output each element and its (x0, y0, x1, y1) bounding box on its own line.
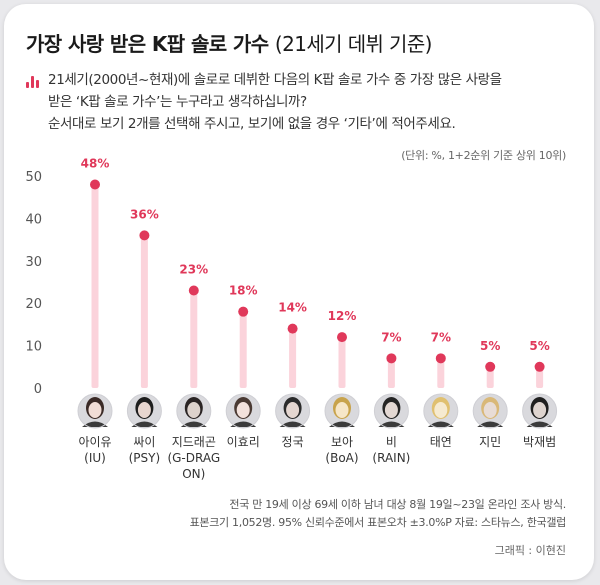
data-point (90, 179, 100, 190)
bar-stem (190, 290, 198, 388)
data-label: 48% (81, 156, 110, 170)
data-point (534, 361, 545, 372)
avatar-ring (77, 393, 113, 429)
category-label: (G-DRAG (167, 451, 220, 465)
footer-line: 전국 만 19세 이상 69세 이하 남녀 대상 8월 19일~23일 온라인 … (229, 498, 566, 511)
footer-line: 표본크기 1,052명. 95% 신뢰수준에서 표본오차 ±3.0%P 자료: … (189, 516, 567, 529)
avatar-ring (472, 393, 508, 429)
category-label: 정국 (282, 435, 304, 449)
data-label: 7% (381, 330, 401, 344)
avatar-face (335, 402, 349, 418)
data-label: 5% (529, 339, 549, 353)
category-label: (PSY) (129, 451, 161, 465)
avatar-ring (126, 393, 162, 429)
avatar-shoulders (279, 421, 306, 427)
category-label: (RAIN) (372, 451, 410, 465)
avatar-face (384, 402, 398, 418)
avatar-face (137, 402, 151, 418)
avatar-ring (522, 393, 558, 429)
avatar-shoulders (378, 421, 405, 427)
category-label: 이효리 (227, 435, 260, 449)
category-label: 지민 (479, 435, 501, 449)
avatar-shoulders (329, 421, 355, 427)
data-point (139, 230, 150, 241)
data-point (337, 332, 347, 343)
chart-title: 가장 사랑 받은 K팝 솔로 가수 (21세기 데뷔 기준) (26, 28, 432, 57)
category-label: (IU) (84, 451, 106, 465)
data-label: 36% (130, 207, 159, 221)
avatar-face (286, 402, 300, 418)
survey-question-line: 21세기(2000년~현재)에 솔로로 데뷔한 다음의 K팝 솔로 가수 중 가… (48, 72, 502, 88)
bar-stem (486, 366, 494, 388)
unit-note: (단위: %, 1+2순위 기준 상위 10위) (401, 149, 566, 162)
category-label: (BoA) (325, 451, 358, 465)
data-label: 5% (480, 339, 500, 353)
category-label: 지드래곤 (172, 435, 216, 449)
avatar-face (236, 402, 250, 418)
bar-chart-icon (26, 76, 40, 88)
data-label: 7% (431, 330, 451, 344)
avatar-face (533, 402, 547, 418)
avatar-ring (225, 393, 261, 429)
category-label: 비 (386, 435, 397, 449)
data-label: 14% (278, 301, 307, 315)
y-tick-label: 50 (25, 170, 42, 185)
avatar-ring (324, 393, 360, 429)
category-label: 박재범 (523, 435, 556, 449)
y-tick-label: 20 (25, 297, 42, 312)
bar-stem (289, 328, 297, 388)
chart-title-sub: (21세기 데뷔 기준) (274, 32, 433, 56)
avatar-shoulders (427, 421, 454, 427)
category-label: 태연 (430, 435, 452, 449)
graphic-credit: 그래픽 : 이현진 (494, 544, 566, 557)
survey-question: 21세기(2000년~현재)에 솔로로 데뷔한 다음의 K팝 솔로 가수 중 가… (48, 69, 578, 135)
data-point (435, 353, 446, 364)
bar-stem (239, 311, 247, 388)
data-point (287, 323, 298, 334)
avatar-ring (275, 393, 311, 429)
avatar-face (187, 402, 201, 418)
avatar-face (483, 402, 497, 418)
bar-stem (387, 358, 395, 388)
avatar-shoulders (526, 421, 553, 427)
bar-stem (437, 358, 445, 388)
category-label: ON) (182, 467, 205, 481)
data-label: 18% (229, 284, 258, 298)
bar-stem (536, 366, 544, 388)
survey-question-line: 순서대로 보기 2개를 선택해 주시고, 보기에 없을 경우 ‘기타’에 적어주… (48, 116, 456, 132)
data-point (485, 361, 496, 372)
data-label: 23% (179, 262, 208, 276)
y-tick-label: 40 (25, 212, 42, 227)
category-label: 아이유 (78, 435, 111, 449)
category-label: 보아 (331, 435, 353, 449)
avatar-shoulders (82, 421, 108, 427)
avatar-ring (423, 393, 459, 429)
y-tick-label: 10 (25, 340, 42, 355)
avatar-shoulders (477, 421, 504, 427)
chart-card: 가장 사랑 받은 K팝 솔로 가수 (21세기 데뷔 기준) 21세기(2000… (4, 4, 594, 580)
avatar-ring (373, 393, 409, 429)
avatar-face (434, 402, 448, 418)
chart-title-main: 가장 사랑 받은 K팝 솔로 가수 (26, 32, 269, 56)
avatar-ring (176, 393, 212, 429)
bar-stem (338, 337, 346, 388)
bar-stem (91, 184, 99, 388)
avatar-shoulders (131, 421, 158, 427)
avatar-shoulders (180, 421, 207, 427)
y-tick-label: 30 (25, 255, 42, 270)
y-tick-label: 0 (34, 382, 42, 397)
survey-method-note: 전국 만 19세 이상 69세 이하 남녀 대상 8월 19일~23일 온라인 … (189, 496, 567, 532)
avatar-shoulders (230, 421, 257, 427)
avatar-face (88, 402, 102, 418)
data-point (386, 353, 397, 364)
data-point (188, 285, 199, 296)
data-label: 12% (328, 309, 357, 323)
bar-stem (140, 235, 148, 388)
category-label: 싸이 (133, 435, 155, 449)
survey-question-line: 받은 ‘K팝 솔로 가수’는 누구라고 생각하십니까? (48, 94, 307, 110)
data-point (238, 306, 249, 317)
